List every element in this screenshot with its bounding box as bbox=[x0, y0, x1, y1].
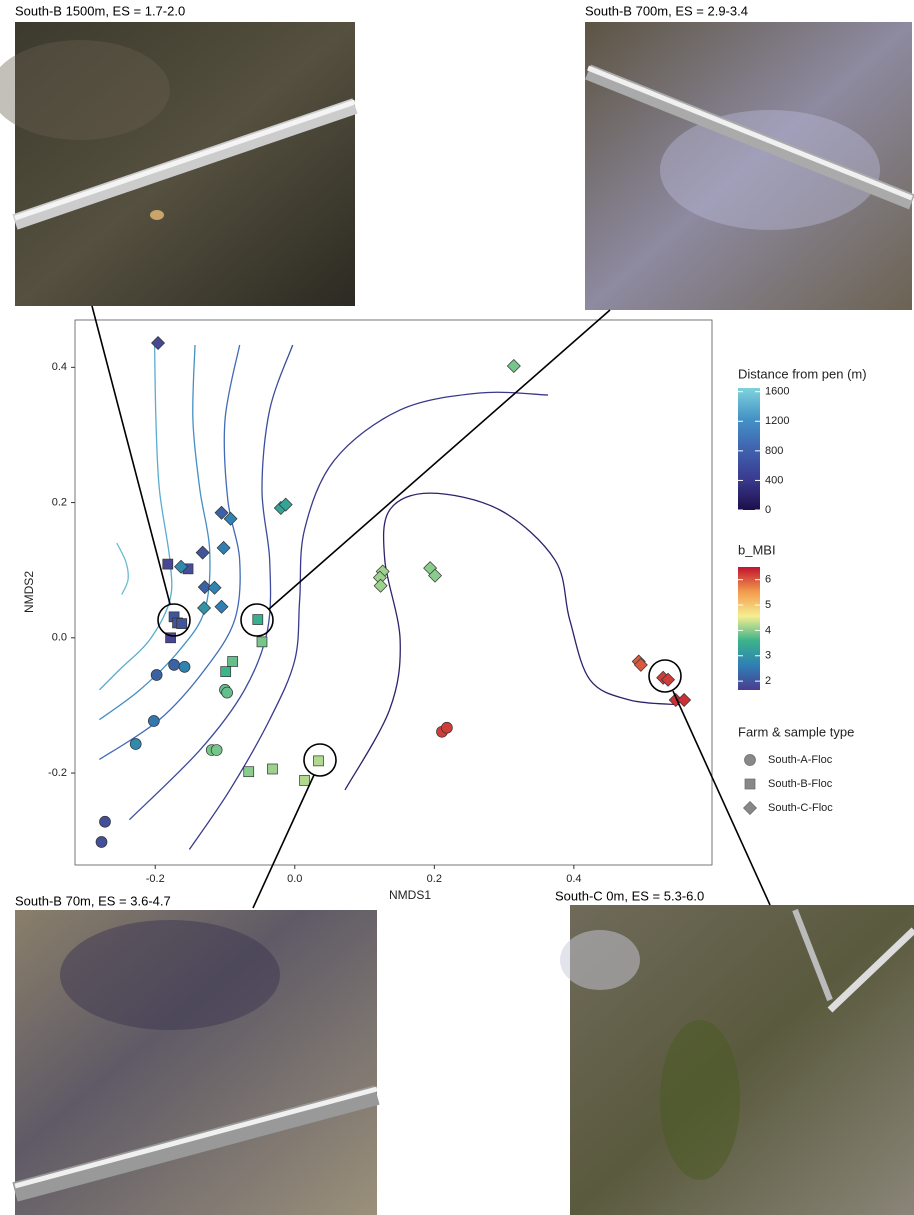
photo bbox=[560, 905, 914, 1215]
point bbox=[163, 559, 173, 569]
point bbox=[130, 738, 141, 749]
point bbox=[313, 756, 323, 766]
legend-title: b_MBI bbox=[738, 542, 776, 557]
colorbar-label: 4 bbox=[765, 624, 771, 636]
legend-title: Distance from pen (m) bbox=[738, 366, 867, 381]
legend-symbol bbox=[745, 779, 755, 789]
x-tick-label: 0.0 bbox=[287, 873, 302, 885]
photo-caption: South-B 1500m, ES = 1.7-2.0 bbox=[15, 3, 185, 18]
point bbox=[148, 715, 159, 726]
y-tick-label: 0.0 bbox=[52, 632, 67, 644]
point bbox=[179, 661, 190, 672]
point bbox=[151, 669, 162, 680]
point bbox=[211, 745, 222, 756]
point bbox=[169, 659, 180, 670]
y-tick-label: 0.2 bbox=[52, 496, 67, 508]
colorbar bbox=[738, 567, 760, 690]
point bbox=[257, 637, 267, 647]
colorbar-label: 800 bbox=[765, 445, 783, 457]
point bbox=[300, 775, 310, 785]
figure: South-B 1500m, ES = 1.7-2.0 South-B 700m… bbox=[0, 0, 914, 1215]
colorbar bbox=[738, 388, 760, 510]
colorbar-label: 1200 bbox=[765, 415, 789, 427]
photo bbox=[15, 910, 377, 1215]
x-tick-label: 0.2 bbox=[427, 873, 442, 885]
point bbox=[267, 764, 277, 774]
point bbox=[244, 767, 254, 777]
legend-symbol bbox=[744, 802, 757, 815]
photo-caption: South-B 700m, ES = 2.9-3.4 bbox=[585, 3, 748, 18]
colorbar-label: 3 bbox=[765, 650, 771, 662]
legend-label: South-A-Floc bbox=[768, 754, 833, 766]
point bbox=[441, 722, 452, 733]
point bbox=[221, 667, 231, 677]
legend-label: South-B-Floc bbox=[768, 778, 833, 790]
point bbox=[253, 615, 263, 625]
x-axis-title: NMDS1 bbox=[389, 888, 431, 902]
y-tick-label: 0.4 bbox=[52, 361, 67, 373]
colorbar-label: 400 bbox=[765, 474, 783, 486]
legend-title: Farm & sample type bbox=[738, 724, 854, 739]
photo bbox=[585, 22, 912, 310]
point bbox=[96, 837, 107, 848]
legend-label: South-C-Floc bbox=[768, 802, 833, 814]
x-tick-label: -0.2 bbox=[146, 873, 165, 885]
colorbar-label: 6 bbox=[765, 574, 771, 586]
colorbar-label: 2 bbox=[765, 675, 771, 687]
point bbox=[100, 816, 111, 827]
colorbar-label: 5 bbox=[765, 599, 771, 611]
photo-caption: South-C 0m, ES = 5.3-6.0 bbox=[555, 888, 704, 903]
colorbar-label: 0 bbox=[765, 504, 771, 516]
point bbox=[228, 656, 238, 666]
point bbox=[222, 687, 233, 698]
y-axis-title: NMDS2 bbox=[22, 571, 36, 613]
photo bbox=[0, 22, 355, 306]
colorbar-label: 1600 bbox=[765, 386, 789, 398]
plot-panel bbox=[75, 320, 712, 865]
legend-symbol bbox=[745, 755, 756, 766]
x-tick-label: 0.4 bbox=[566, 873, 581, 885]
photo-caption: South-B 70m, ES = 3.6-4.7 bbox=[15, 893, 171, 908]
y-tick-label: -0.2 bbox=[48, 767, 67, 779]
point bbox=[177, 619, 187, 629]
